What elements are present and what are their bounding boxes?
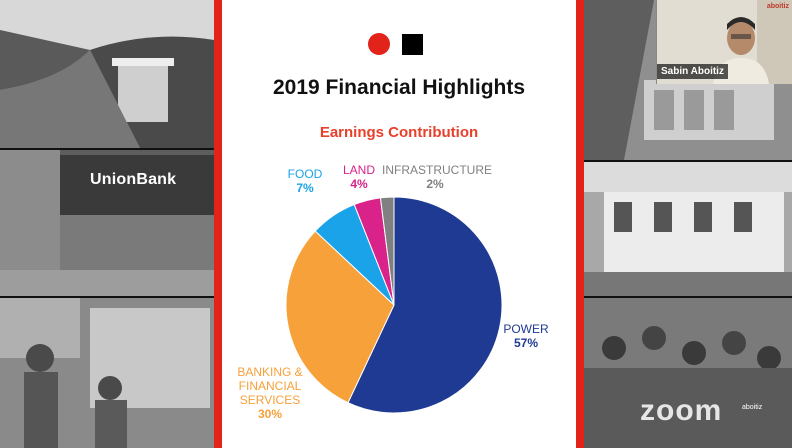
black-square-icon [402, 34, 423, 55]
label-power: POWER 57% [498, 322, 554, 350]
pie-slice-power [347, 196, 503, 414]
left-red-bar [214, 0, 222, 448]
label-infrastructure: INFRASTRUCTURE 2% [382, 163, 492, 191]
label-food-pct: 7% [296, 181, 314, 195]
label-land: LAND 4% [336, 163, 382, 191]
label-food-name: FOOD [287, 167, 323, 181]
label-infrastructure-pct: 2% [426, 177, 444, 191]
warehouse-workers-photo [0, 298, 214, 448]
zoom-watermark: zoom [640, 394, 723, 427]
unionbank-logo-text: UnionBank [90, 171, 177, 188]
red-circle-icon [368, 33, 390, 55]
pie-slice-banking-financial-services [285, 230, 395, 404]
label-land-name: LAND [342, 163, 375, 177]
participant-name-label: Sabin Aboitiz [657, 64, 728, 79]
participant-video-tile[interactable]: aboitiz Sabin Aboitiz [656, 0, 792, 84]
label-power-pct: 57% [513, 336, 539, 350]
crowd-photo [584, 298, 792, 448]
unionbank-photo [0, 150, 214, 296]
slide-title: 2019 Financial Highlights [272, 76, 526, 99]
dam-photo [0, 0, 214, 148]
label-infrastructure-name: INFRASTRUCTURE [382, 163, 492, 177]
presentation-slide: 2019 Financial Highlights Earnings Contr… [222, 0, 576, 448]
left-photo-column [0, 0, 214, 448]
pie-slice-infrastructure [379, 196, 395, 306]
right-photo-column [584, 0, 792, 448]
label-power-name: POWER [503, 322, 549, 336]
label-food: FOOD 7% [282, 167, 328, 195]
label-banking: BANKING & FINANCIAL SERVICES 30% [230, 365, 310, 421]
earnings-pie-chart [285, 196, 503, 414]
chart-subtitle: Earnings Contribution [319, 124, 479, 141]
video-brand-logo: aboitiz [766, 3, 789, 10]
label-banking-pct: 30% [257, 407, 283, 421]
right-red-bar [576, 0, 584, 448]
aboitiz-watermark: aboitiz [742, 404, 763, 411]
label-land-pct: 4% [350, 177, 368, 191]
townhouses-photo [584, 162, 792, 296]
label-banking-name: BANKING & FINANCIAL SERVICES [237, 365, 303, 407]
